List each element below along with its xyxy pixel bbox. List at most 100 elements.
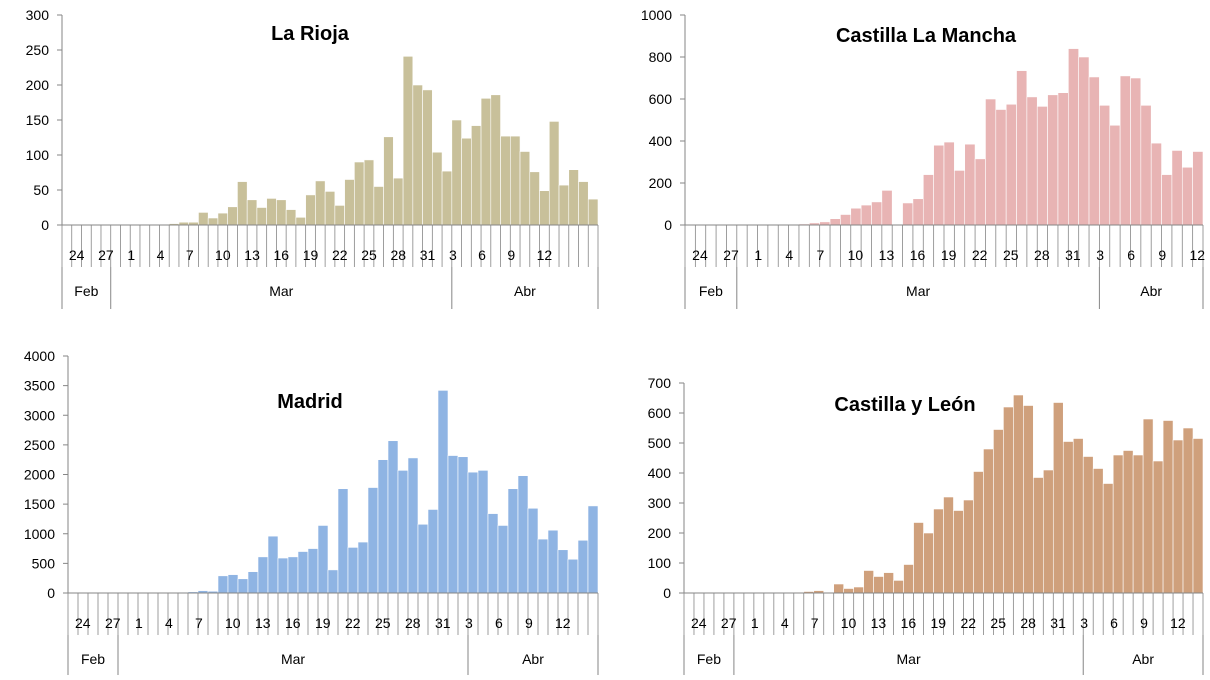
month-label: Mar [906, 283, 930, 299]
x-tick-label: 9 [1158, 247, 1166, 263]
y-tick-label: 200 [26, 77, 50, 93]
x-tick-label: 31 [1050, 615, 1066, 631]
bar [568, 559, 578, 593]
bar [423, 90, 433, 225]
bar [388, 441, 398, 593]
y-tick-label: 300 [648, 495, 672, 511]
bar [1162, 175, 1172, 225]
y-tick-label: 500 [648, 435, 672, 451]
bar [315, 181, 325, 225]
x-tick-label: 4 [165, 615, 173, 631]
bar [1027, 97, 1037, 225]
x-tick-label: 19 [303, 247, 319, 263]
bar [1163, 421, 1173, 594]
bar [549, 121, 559, 225]
bar [975, 159, 985, 225]
x-tick-label: 6 [1110, 615, 1118, 631]
bar [993, 430, 1003, 594]
x-tick-label: 27 [98, 247, 114, 263]
bar [393, 178, 403, 225]
bar [288, 557, 298, 593]
bar [558, 550, 568, 593]
bar [953, 511, 963, 594]
bar [1153, 461, 1163, 593]
bar [257, 208, 267, 226]
bar [247, 200, 257, 225]
bar [1103, 484, 1113, 594]
x-tick-label: 1 [127, 247, 135, 263]
x-tick-label: 4 [157, 247, 165, 263]
bar [530, 172, 540, 225]
y-tick-label: 3000 [24, 407, 55, 423]
x-tick-label: 1 [135, 615, 143, 631]
bar [934, 509, 944, 593]
y-tick-label: 1500 [24, 496, 55, 512]
bar [1120, 76, 1130, 225]
x-tick-label: 31 [435, 615, 451, 631]
x-tick-label: 6 [495, 615, 503, 631]
bar [228, 207, 238, 225]
y-tick-label: 100 [26, 147, 50, 163]
bar [198, 212, 208, 225]
x-tick-label: 27 [723, 247, 739, 263]
y-tick-label: 0 [41, 217, 49, 233]
bar [1048, 95, 1058, 225]
x-tick-label: 19 [941, 247, 957, 263]
bar [248, 572, 258, 593]
bar [903, 203, 913, 225]
bar [1083, 457, 1093, 594]
y-tick-label: 400 [648, 465, 672, 481]
x-tick-label: 22 [332, 247, 348, 263]
bar [874, 577, 884, 594]
y-tick-label: 400 [649, 133, 673, 149]
bar [923, 175, 933, 225]
bar [488, 514, 498, 593]
bar [481, 98, 491, 225]
bar [458, 457, 468, 593]
x-tick-label: 24 [69, 247, 85, 263]
bar [1063, 442, 1073, 594]
bar [384, 137, 394, 225]
x-tick-label: 22 [972, 247, 988, 263]
bar [452, 120, 462, 225]
x-tick-label: 31 [1065, 247, 1081, 263]
bar [276, 200, 286, 225]
x-tick-label: 6 [478, 247, 486, 263]
bar [1068, 49, 1078, 225]
bar [834, 584, 844, 593]
bar [398, 470, 408, 593]
bar [944, 142, 954, 225]
bar [228, 575, 238, 593]
bar [267, 198, 277, 225]
bar [364, 160, 374, 225]
bar [348, 547, 358, 593]
x-tick-label: 4 [785, 247, 793, 263]
bar [1113, 455, 1123, 593]
bar [904, 565, 914, 594]
bar [306, 195, 316, 225]
bar [1003, 407, 1013, 593]
y-tick-label: 0 [47, 585, 55, 601]
bar [569, 170, 579, 225]
bar [237, 182, 247, 225]
y-tick-label: 4000 [24, 348, 55, 364]
bar [1110, 125, 1120, 225]
bar [854, 587, 864, 593]
x-tick-label: 3 [449, 247, 457, 263]
bar [844, 589, 854, 594]
bar [579, 182, 589, 225]
x-tick-label: 4 [781, 615, 789, 631]
y-tick-label: 50 [33, 182, 49, 198]
x-tick-label: 10 [215, 247, 231, 263]
bar [914, 523, 924, 594]
chart-title: Castilla y León [834, 394, 975, 416]
month-label: Mar [281, 651, 305, 667]
bar [548, 530, 558, 593]
x-tick-label: 24 [692, 247, 708, 263]
x-tick-label: 31 [420, 247, 436, 263]
bar [428, 509, 438, 593]
bar [1172, 150, 1182, 225]
bar [403, 56, 413, 225]
